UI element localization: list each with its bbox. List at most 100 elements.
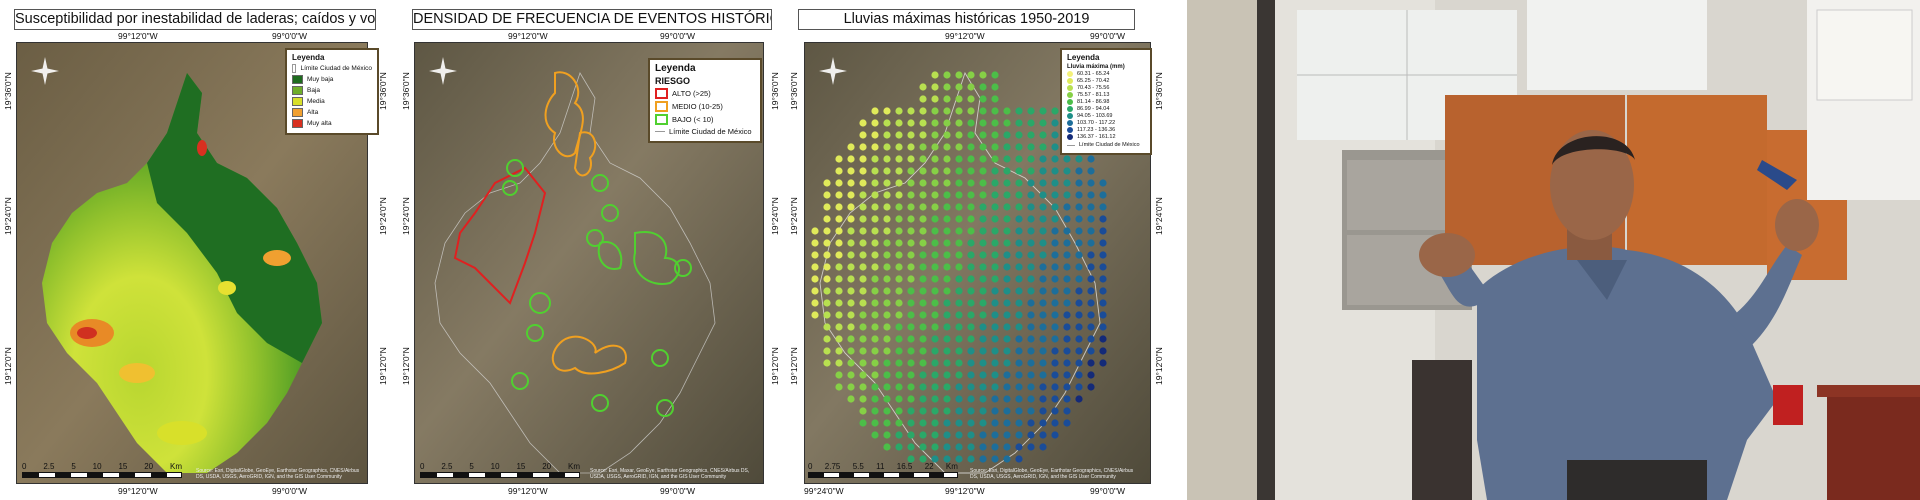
rainfall-point bbox=[1003, 347, 1011, 355]
rainfall-point bbox=[1063, 191, 1071, 199]
rainfall-point bbox=[871, 287, 879, 295]
rainfall-point bbox=[1015, 215, 1023, 223]
rainfall-point bbox=[967, 143, 975, 151]
rainfall-point bbox=[1087, 275, 1095, 283]
rainfall-point bbox=[835, 299, 843, 307]
rainfall-point bbox=[919, 191, 927, 199]
rainfall-point bbox=[991, 203, 999, 211]
rainfall-point bbox=[1027, 203, 1035, 211]
rainfall-point bbox=[895, 299, 903, 307]
rainfall-point bbox=[931, 395, 939, 403]
rainfall-point bbox=[955, 95, 963, 103]
rainfall-point bbox=[991, 395, 999, 403]
rainfall-point bbox=[1039, 299, 1047, 307]
bottom-coord: 99°0'0"W bbox=[272, 486, 307, 496]
rainfall-point bbox=[1039, 275, 1047, 283]
rainfall-point bbox=[991, 239, 999, 247]
legend-item: Muy alta bbox=[292, 119, 372, 128]
rainfall-point bbox=[919, 167, 927, 175]
legend-item: 60.31 - 65.24 bbox=[1067, 71, 1145, 77]
rainfall-point bbox=[823, 191, 831, 199]
right-coord: 19°12'0"N bbox=[770, 347, 780, 385]
rainfall-point bbox=[931, 119, 939, 127]
map-attribution: Source: Esri, DigitalGlobe, GeoEye, Eart… bbox=[970, 468, 1134, 480]
rainfall-point bbox=[1051, 179, 1059, 187]
rainfall-point bbox=[835, 179, 843, 187]
rainfall-point bbox=[847, 395, 855, 403]
rainfall-point bbox=[1003, 323, 1011, 331]
legend-dot bbox=[1067, 99, 1073, 105]
rainfall-point bbox=[1015, 383, 1023, 391]
rainfall-point bbox=[979, 263, 987, 271]
rainfall-point bbox=[1015, 419, 1023, 427]
rainfall-point bbox=[859, 371, 867, 379]
rainfall-point bbox=[1003, 251, 1011, 259]
rainfall-point bbox=[1063, 347, 1071, 355]
rainfall-point bbox=[883, 323, 891, 331]
rainfall-point bbox=[1051, 239, 1059, 247]
rainfall-point bbox=[907, 179, 915, 187]
rainfall-point bbox=[859, 227, 867, 235]
rainfall-point bbox=[1003, 359, 1011, 367]
rainfall-point bbox=[835, 323, 843, 331]
rainfall-point bbox=[859, 143, 867, 151]
rainfall-point bbox=[871, 119, 879, 127]
rainfall-point bbox=[1027, 443, 1035, 451]
rainfall-point bbox=[1003, 455, 1011, 463]
rainfall-point bbox=[895, 143, 903, 151]
rainfall-point bbox=[919, 119, 927, 127]
rainfall-point bbox=[895, 311, 903, 319]
rainfall-point bbox=[1027, 323, 1035, 331]
rainfall-point bbox=[967, 299, 975, 307]
rainfall-point bbox=[955, 263, 963, 271]
rainfall-point bbox=[1003, 167, 1011, 175]
rainfall-point bbox=[955, 407, 963, 415]
rainfall-point bbox=[955, 191, 963, 199]
rainfall-point bbox=[967, 347, 975, 355]
right-coord: 19°12'0"N bbox=[1154, 347, 1164, 385]
rainfall-point bbox=[871, 419, 879, 427]
rainfall-point bbox=[1039, 107, 1047, 115]
rainfall-point bbox=[1039, 155, 1047, 163]
rainfall-point bbox=[919, 95, 927, 103]
rainfall-point bbox=[1039, 215, 1047, 223]
rainfall-point bbox=[907, 431, 915, 439]
rainfall-point bbox=[907, 215, 915, 223]
rainfall-point bbox=[1027, 299, 1035, 307]
rainfall-point bbox=[967, 359, 975, 367]
legend-dot bbox=[1067, 113, 1073, 119]
rainfall-point bbox=[907, 299, 915, 307]
legend-dot bbox=[1067, 127, 1073, 133]
rainfall-point bbox=[871, 251, 879, 259]
rainfall-point bbox=[1027, 407, 1035, 415]
rainfall-point bbox=[991, 155, 999, 163]
rainfall-point bbox=[1015, 239, 1023, 247]
rainfall-point bbox=[883, 407, 891, 415]
rainfall-point bbox=[811, 239, 819, 247]
rainfall-point bbox=[835, 251, 843, 259]
rainfall-point bbox=[1015, 299, 1023, 307]
rainfall-point bbox=[919, 419, 927, 427]
rainfall-point bbox=[1075, 395, 1083, 403]
rainfall-point bbox=[1099, 239, 1107, 247]
rainfall-point bbox=[895, 443, 903, 451]
rainfall-point bbox=[931, 371, 939, 379]
rainfall-point bbox=[931, 407, 939, 415]
rainfall-point bbox=[943, 71, 951, 79]
rainfall-point bbox=[835, 191, 843, 199]
rainfall-point bbox=[1099, 287, 1107, 295]
rainfall-point bbox=[1027, 359, 1035, 367]
susceptibility-map bbox=[17, 43, 367, 483]
rainfall-point bbox=[823, 335, 831, 343]
rainfall-point bbox=[871, 131, 879, 139]
rainfall-point bbox=[1027, 263, 1035, 271]
rainfall-point bbox=[991, 287, 999, 295]
rainfall-point bbox=[919, 179, 927, 187]
rainfall-point bbox=[1075, 311, 1083, 319]
rainfall-point bbox=[955, 359, 963, 367]
rainfall-point bbox=[1003, 395, 1011, 403]
rainfall-point bbox=[991, 143, 999, 151]
right-coord: 19°24'0"N bbox=[770, 197, 780, 235]
rainfall-point bbox=[991, 359, 999, 367]
rainfall-point bbox=[1003, 431, 1011, 439]
